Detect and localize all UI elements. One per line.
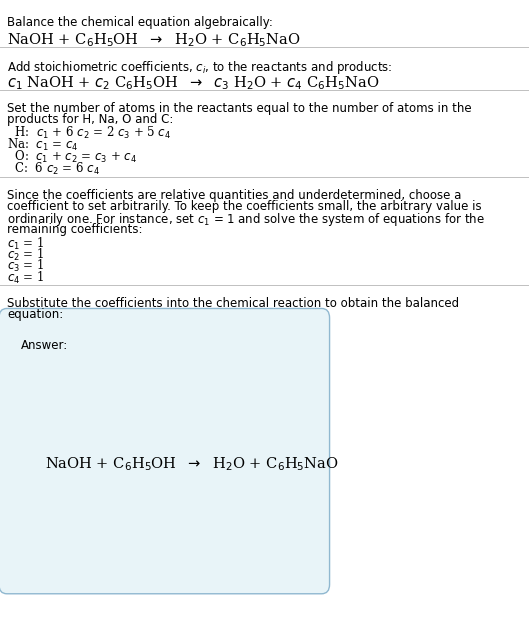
Text: $c_3$ = 1: $c_3$ = 1	[7, 258, 44, 275]
Text: NaOH + C$_6$H$_5$OH  $\rightarrow$  H$_2$O + C$_6$H$_5$NaO: NaOH + C$_6$H$_5$OH $\rightarrow$ H$_2$O…	[45, 455, 339, 473]
Text: equation:: equation:	[7, 308, 63, 321]
Text: $c_1$ = 1: $c_1$ = 1	[7, 236, 44, 252]
Text: O:  $c_1$ + $c_2$ = $c_3$ + $c_4$: O: $c_1$ + $c_2$ = $c_3$ + $c_4$	[7, 149, 136, 166]
Text: coefficient to set arbitrarily. To keep the coefficients small, the arbitrary va: coefficient to set arbitrarily. To keep …	[7, 200, 481, 213]
Text: $c_2$ = 1: $c_2$ = 1	[7, 247, 44, 263]
Text: C:  6 $c_2$ = 6 $c_4$: C: 6 $c_2$ = 6 $c_4$	[7, 161, 100, 177]
Text: Na:  $c_1$ = $c_4$: Na: $c_1$ = $c_4$	[7, 137, 78, 154]
Text: Add stoichiometric coefficients, $c_i$, to the reactants and products:: Add stoichiometric coefficients, $c_i$, …	[7, 59, 393, 76]
Text: $c_4$ = 1: $c_4$ = 1	[7, 270, 44, 286]
Text: ordinarily one. For instance, set $c_1$ = 1 and solve the system of equations fo: ordinarily one. For instance, set $c_1$ …	[7, 211, 485, 228]
Text: H:  $c_1$ + 6 $c_2$ = 2 $c_3$ + 5 $c_4$: H: $c_1$ + 6 $c_2$ = 2 $c_3$ + 5 $c_4$	[7, 125, 171, 142]
Text: Set the number of atoms in the reactants equal to the number of atoms in the: Set the number of atoms in the reactants…	[7, 102, 471, 115]
Text: Since the coefficients are relative quantities and underdetermined, choose a: Since the coefficients are relative quan…	[7, 189, 461, 202]
Text: NaOH + C$_6$H$_5$OH  $\rightarrow$  H$_2$O + C$_6$H$_5$NaO: NaOH + C$_6$H$_5$OH $\rightarrow$ H$_2$O…	[7, 31, 300, 49]
Text: products for H, Na, O and C:: products for H, Na, O and C:	[7, 113, 174, 126]
Text: Balance the chemical equation algebraically:: Balance the chemical equation algebraica…	[7, 16, 273, 29]
Text: $c_1$ NaOH + $c_2$ C$_6$H$_5$OH  $\rightarrow$  $c_3$ H$_2$O + $c_4$ C$_6$H$_5$N: $c_1$ NaOH + $c_2$ C$_6$H$_5$OH $\righta…	[7, 74, 379, 92]
Text: Answer:: Answer:	[21, 339, 68, 352]
Text: remaining coefficients:: remaining coefficients:	[7, 223, 142, 236]
FancyBboxPatch shape	[0, 308, 330, 594]
Text: Substitute the coefficients into the chemical reaction to obtain the balanced: Substitute the coefficients into the che…	[7, 297, 459, 310]
